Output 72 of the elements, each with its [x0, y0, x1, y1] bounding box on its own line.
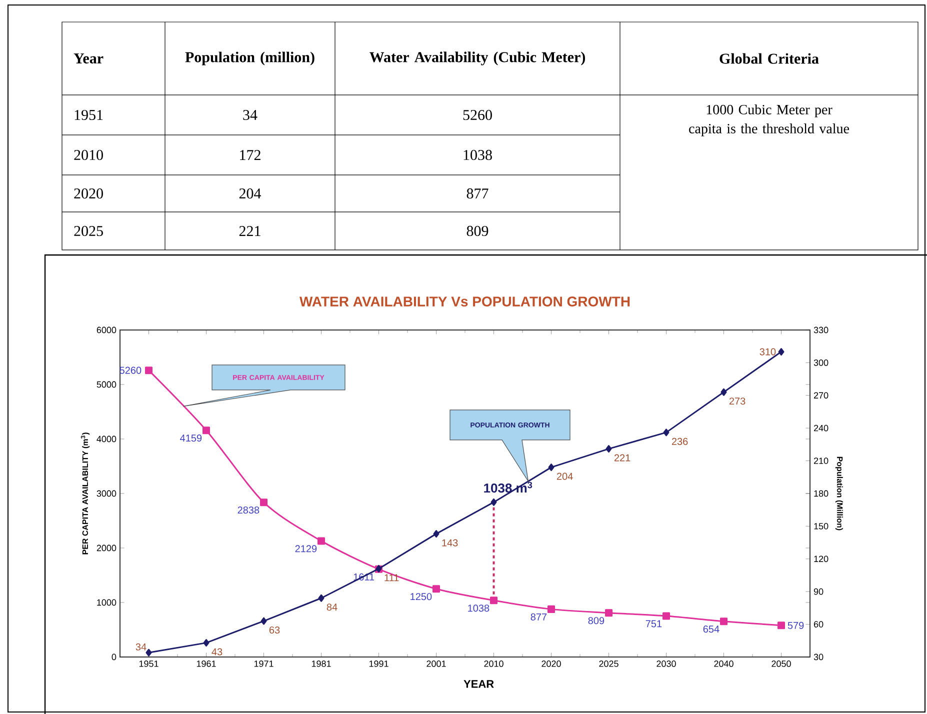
y2-tick-label: 300: [814, 359, 828, 366]
y2-tick-label: 180: [814, 490, 828, 497]
y-tick-label: 5000: [96, 381, 116, 388]
y2-tick-label: 60: [814, 621, 824, 628]
data-label: 34: [136, 643, 146, 650]
text: 1951: [74, 110, 103, 120]
x-tick-label: 1991: [369, 660, 388, 667]
x-axis-title: YEAR: [464, 680, 494, 688]
x-tick-label: 2010: [484, 660, 504, 667]
text: 5260: [463, 110, 492, 120]
y2-tick-label: 210: [814, 458, 828, 464]
data-label: 236: [672, 438, 688, 445]
y-axis-title: PER CAPITA AVAILABILITY (m$^{3}$): [80, 432, 90, 554]
y2-tick-label: 270: [814, 392, 828, 399]
text: Population (million): [185, 52, 314, 66]
x-tick-label: 2040: [714, 660, 734, 667]
text: 2025: [74, 226, 103, 236]
data-label: 310: [760, 348, 776, 356]
text: 221: [239, 226, 260, 236]
y2-axis-title: Population (Million): [835, 456, 843, 530]
data-label: 273: [729, 398, 746, 405]
data-label: 221: [614, 454, 630, 462]
y-tick-label: 0: [112, 654, 116, 660]
text: 172: [240, 150, 260, 160]
x-tick-label: 2020: [542, 660, 561, 667]
x-tick-label: 1971: [254, 660, 274, 667]
x-tick-label: 2025: [599, 660, 618, 667]
y-tick-label: 1000: [97, 599, 116, 606]
y-tick-label: 4000: [96, 436, 116, 442]
x-tick-label: 1981: [312, 660, 331, 667]
text: 809: [466, 226, 488, 236]
y2-tick-label: 150: [814, 522, 828, 530]
data-label: 2838: [238, 506, 260, 514]
data-label: 204: [556, 472, 573, 480]
y2-tick-label: 240: [814, 424, 828, 432]
data-label: 84: [326, 604, 338, 611]
x-tick-label: 1951: [139, 660, 158, 667]
x-tick-label: 2001: [426, 660, 446, 667]
text: Water Availability (Cubic Meter): [370, 52, 586, 66]
text: 2010: [74, 150, 103, 160]
data-label: 579: [788, 622, 804, 629]
text: 877: [466, 188, 488, 199]
text: 1038: [464, 150, 492, 160]
x-tick-label: 2050: [772, 660, 791, 667]
x-tick-label: 1961: [196, 660, 216, 667]
data-label: 751: [646, 620, 662, 628]
text: Global Criteria: [720, 53, 819, 64]
text: Year: [74, 54, 104, 64]
data-label: 43: [212, 648, 222, 656]
y-tick-label: 6000: [96, 326, 116, 334]
data-label: 877: [530, 613, 547, 620]
data-label: 111: [384, 574, 399, 582]
text: 34: [243, 110, 258, 120]
data-label: 143: [442, 539, 458, 546]
y-tick-label: 2000: [96, 544, 116, 552]
chart-title: WATER AVAILABILITY Vs POPULATION GROWTH: [299, 296, 630, 306]
data-label: 4159: [180, 434, 202, 442]
data-label: 1250: [410, 593, 432, 600]
x-tick-label: 2030: [656, 660, 676, 667]
data-label: 654: [703, 626, 720, 633]
data-label: 2129: [295, 545, 317, 552]
y2-tick-label: 330: [814, 326, 828, 334]
text: 204: [239, 188, 262, 199]
y-tick-label: 3000: [96, 490, 116, 497]
text: 2020: [74, 188, 103, 199]
y2-tick-label: 90: [814, 588, 824, 595]
y2-tick-label: 30: [814, 654, 824, 660]
data-label: 63: [269, 626, 280, 634]
text: 1000 Cubic Meter per capita is the threshold value: [689, 104, 850, 136]
y2-tick-label: 120: [814, 556, 828, 562]
data-label: 1038: [468, 604, 490, 612]
data-label: 809: [588, 617, 604, 624]
